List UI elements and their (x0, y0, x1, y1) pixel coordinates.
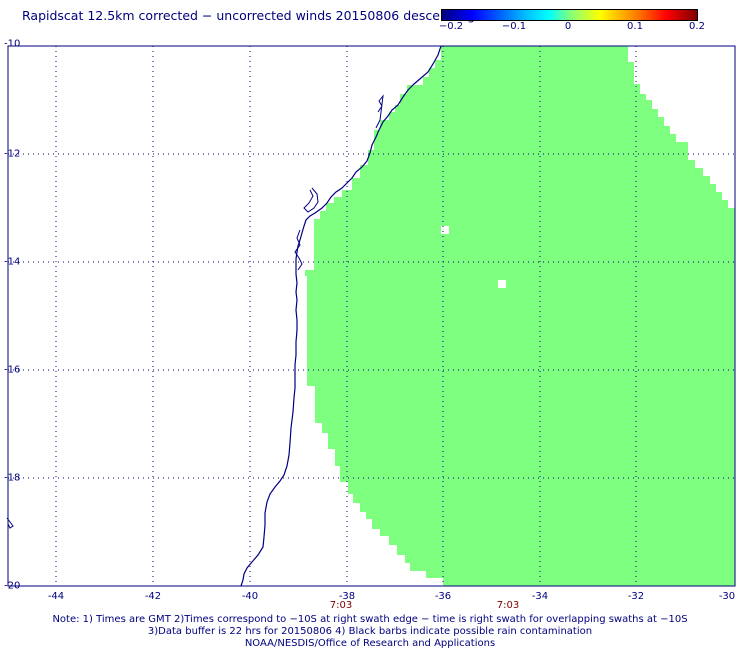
lon-tick-label: -44 (47, 591, 65, 602)
lon-tick-label: -30 (718, 591, 736, 602)
missing-data-cell (441, 226, 449, 234)
lon-tick-label: -36 (434, 591, 452, 602)
coastline (240, 45, 442, 587)
lat-tick-label: -10 (4, 38, 21, 50)
lat-lon-grid (8, 46, 735, 586)
swath-time-label: 7:03 (496, 600, 520, 611)
colorbar-tick: −0.1 (501, 21, 527, 32)
lat-tick-label: -20 (4, 580, 21, 592)
swath-time-label: 7:03 (329, 600, 353, 611)
credit-line: NOAA/NESDIS/Office of Research and Appli… (244, 638, 496, 649)
colorbar-tick: 0.2 (689, 21, 705, 32)
lat-tick-label: -16 (4, 364, 21, 376)
lon-tick-label: -42 (144, 591, 162, 602)
lat-tick-label: -12 (4, 148, 21, 160)
map-title: Rapidscat 12.5km corrected − uncorrected… (22, 8, 476, 23)
colorbar-tick: −0.2 (438, 21, 464, 32)
coastline-detail (294, 229, 303, 271)
colorbar-tick: 0.1 (627, 21, 643, 32)
lon-tick-label: -40 (241, 591, 259, 602)
colorbar-tick: 0 (564, 21, 572, 32)
axes-frame (7, 45, 736, 587)
lon-tick-label: -34 (531, 591, 549, 602)
swath-area (305, 46, 735, 586)
colorbar (441, 9, 698, 21)
missing-data-cell (498, 280, 506, 288)
lat-tick-label: -14 (4, 256, 21, 268)
coastline-detail (6, 517, 14, 529)
note-line: Note: 1) Times are GMT 2)Times correspon… (52, 614, 688, 625)
coastline-detail (303, 187, 319, 213)
coastline-detail (375, 94, 384, 129)
lon-tick-label: -32 (627, 591, 645, 602)
note-line: 3)Data buffer is 22 hrs for 20150806 4) … (147, 626, 593, 637)
lon-tick-label: -38 (338, 591, 356, 602)
lat-tick-label: -18 (4, 472, 21, 484)
